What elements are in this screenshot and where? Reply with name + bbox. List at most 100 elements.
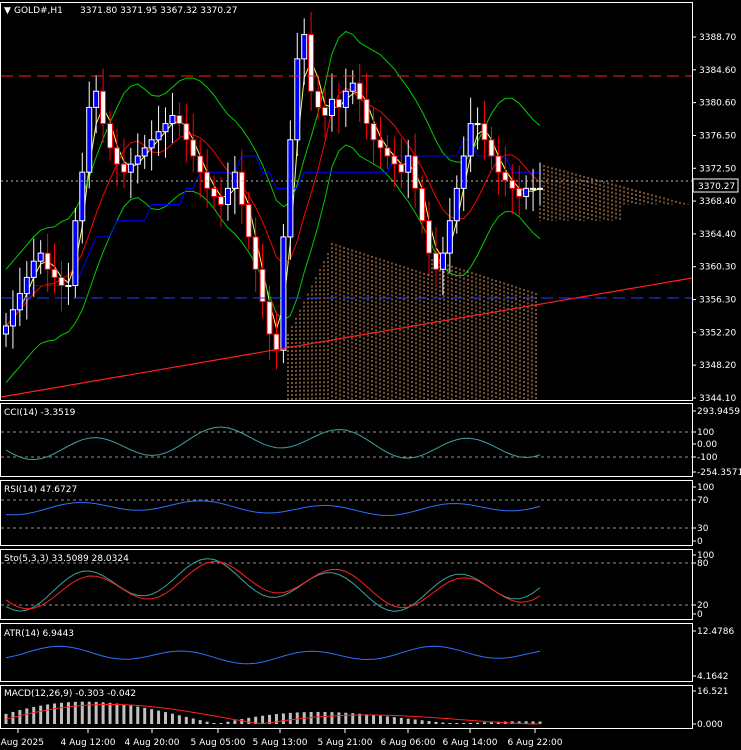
candle-body [37, 252, 44, 262]
cci-panel-frame[interactable] [0, 403, 693, 477]
rsi-panel-frame[interactable] [0, 480, 693, 546]
candle-body [9, 309, 16, 327]
candle-body [79, 171, 86, 222]
main-chart-frame[interactable] [0, 2, 693, 401]
candle-body [474, 123, 481, 126]
current-price-box [692, 178, 739, 193]
ohlc-values: 3371.80 3371.95 3367.32 3370.27 [80, 6, 237, 16]
candle-body [141, 147, 148, 157]
candle-body [419, 187, 426, 222]
candle-body [315, 90, 322, 108]
candle-body [30, 260, 37, 278]
axis-tick-label: 0 [697, 537, 703, 547]
axis-tick-label: -254.3571 [697, 468, 741, 478]
atr-panel [5, 645, 541, 665]
candle-body [169, 115, 176, 125]
candle-body [391, 155, 398, 165]
candle-body [72, 220, 79, 286]
candle-body [412, 155, 419, 189]
candle-body [58, 276, 65, 286]
sto-panel [1, 558, 692, 612]
price-tick-label: 3352.20 [699, 328, 736, 338]
chart-menu-icon[interactable]: ▼ [4, 6, 11, 16]
price-tick-label: 3376.50 [699, 131, 736, 141]
time-tick-label: 4 Aug 12:00 [61, 738, 116, 748]
candle-body [439, 252, 446, 270]
time-tick-label: 5 Aug 05:00 [191, 738, 246, 748]
candle-body [162, 123, 169, 133]
candle-body [446, 220, 453, 254]
time-tick-label: 5 Aug 21:00 [318, 738, 373, 748]
candle-body [502, 171, 509, 181]
macd-signal-line [5, 703, 541, 725]
price-tick-label: 3360.30 [699, 263, 736, 273]
candle-body [183, 123, 190, 141]
indicator-axes: 293.94591000.00-100-254.3571100703001008… [692, 407, 741, 730]
symbol-timeframe: GOLD#,H1 [14, 6, 63, 16]
sto-signal-line [5, 560, 541, 610]
axis-tick-label: 30 [697, 524, 709, 534]
time-tick-label: 4 Aug 2025 [0, 738, 44, 748]
candle-body [127, 163, 134, 173]
time-tick-label: 4 Aug 20:00 [125, 738, 180, 748]
atr-panel-frame[interactable] [0, 623, 693, 682]
axis-tick-label: 0 [697, 610, 703, 620]
candle-body [287, 139, 294, 238]
time-tick-label: 6 Aug 14:00 [443, 738, 498, 748]
axis-tick-label: 0.000 [697, 720, 723, 730]
macd-panel [4, 701, 542, 725]
candle-body [259, 268, 266, 303]
candle-body [23, 276, 30, 295]
candles [3, 11, 543, 370]
candle-body [197, 155, 204, 173]
candle-body [328, 98, 335, 117]
slow-ma-line [6, 139, 540, 319]
cci-panel [1, 426, 692, 461]
candle-body [86, 106, 93, 173]
cci-label: CCI(14) -3.3519 [4, 408, 76, 418]
cci-line [5, 426, 541, 461]
sto-label: Sto(5,3,3) 33.5089 28.0324 [4, 554, 129, 564]
candle-body [190, 139, 197, 157]
axis-tick-label: 100 [697, 483, 714, 493]
time-axis: 4 Aug 2025 4 Aug 12:00 4 Aug 20:00 5 Aug 05… [0, 729, 563, 748]
candle-body [273, 333, 280, 351]
axis-tick-label: 4.1642 [697, 672, 729, 682]
price-axis: 3388.70 3384.60 3380.60 3376.50 3372.50 3368.… [692, 33, 736, 404]
candle-body [488, 139, 495, 157]
candle-body [301, 34, 308, 60]
candle-body [280, 236, 287, 351]
candle-body [252, 236, 259, 270]
candle-body [120, 163, 127, 173]
axis-tick-label: 100 [697, 551, 714, 561]
time-tick-label: 5 Aug 13:00 [253, 738, 308, 748]
atr-label: ATR(14) 6.9443 [4, 629, 74, 639]
rsi-label: RSI(14) 47.6727 [4, 485, 77, 495]
price-tick-label: 3372.50 [699, 164, 736, 174]
candle-body [266, 301, 273, 335]
candle-body [3, 325, 9, 335]
candle-body [211, 187, 218, 197]
axis-tick-label: 0.00 [697, 440, 717, 450]
axis-tick-label: 20 [697, 601, 709, 611]
candle-body [100, 90, 107, 125]
candle-body [113, 147, 120, 165]
indicator-lines [5, 30, 541, 383]
axis-tick-label: 293.9459 [697, 407, 740, 417]
candle-body [530, 187, 537, 190]
candle-body [335, 98, 342, 108]
candle-body [238, 171, 245, 206]
lower-band-line [5, 144, 541, 383]
axis-tick-label: 100 [697, 428, 714, 438]
trend-line[interactable] [0, 277, 693, 398]
candle-body [356, 82, 363, 100]
candle-body [460, 155, 467, 189]
candle-body [432, 252, 439, 270]
candle-body [148, 139, 155, 149]
price-tick-label: 3356.30 [699, 296, 736, 306]
price-tick-label: 3368.40 [699, 197, 736, 207]
axis-tick-label: 80 [697, 559, 709, 569]
candle-body [467, 123, 474, 157]
candle-body [398, 163, 405, 173]
